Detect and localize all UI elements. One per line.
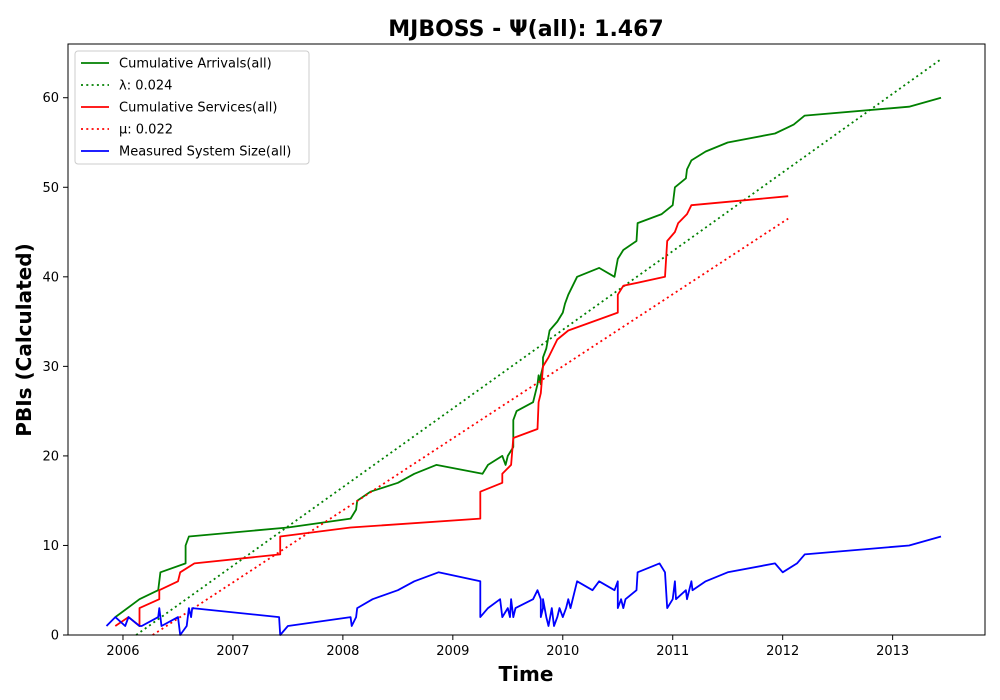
y-tick-label: 60 — [42, 91, 59, 106]
chart-title: MJBOSS - Ψ(all): 1.467 — [388, 17, 663, 42]
y-tick-label: 50 — [42, 181, 59, 196]
x-tick-label: 2013 — [876, 644, 909, 659]
series-line-cumulative-services-all — [114, 195, 789, 627]
x-tick-label: 2006 — [106, 644, 139, 659]
axis-ticks: 2006 2007 2008 2009 2010 2011 2012 2013 0 10 20 30 4… — [42, 91, 909, 659]
x-tick-label: 2010 — [546, 644, 579, 659]
x-tick-label: 2007 — [216, 644, 249, 659]
plot-series — [105, 58, 942, 636]
legend: Cumulative Arrivals(all) λ: 0.024 Cumulati… — [74, 50, 310, 165]
y-tick-label: 0 — [51, 629, 59, 644]
legend-label: Cumulative Services(all) — [119, 101, 277, 116]
y-axis-label: PBIs (Calculated) — [12, 243, 36, 436]
legend-label: Measured System Size(all) — [119, 145, 291, 160]
legend-label: λ: 0.024 — [119, 79, 172, 94]
x-tick-label: 2008 — [326, 644, 359, 659]
y-tick-label: 20 — [42, 449, 59, 464]
x-tick-label: 2011 — [656, 644, 689, 659]
series-line-0-024 — [135, 58, 942, 636]
y-tick-label: 40 — [42, 270, 59, 285]
legend-label: μ: 0.022 — [119, 123, 173, 138]
y-tick-label: 10 — [42, 539, 59, 554]
x-tick-label: 2012 — [766, 644, 799, 659]
plot-frame — [67, 43, 986, 636]
legend-label: Cumulative Arrivals(all) — [119, 57, 272, 72]
legend-box — [74, 50, 310, 165]
series-line-measured-system-size-all — [105, 535, 942, 636]
y-tick-label: 30 — [42, 360, 59, 375]
x-tick-label: 2009 — [436, 644, 469, 659]
x-axis-label: Time — [499, 662, 554, 686]
